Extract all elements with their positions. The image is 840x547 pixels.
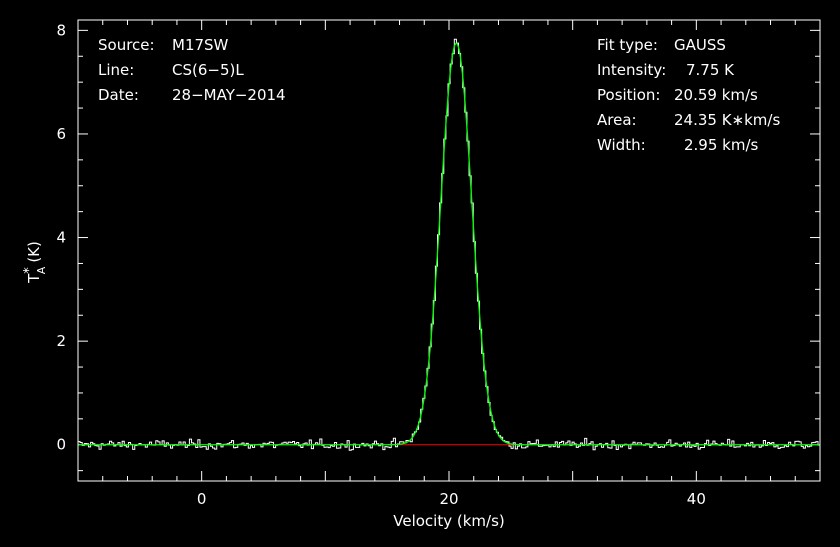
x-tick-label: 0 (197, 490, 207, 508)
y-tick-label: 0 (56, 436, 66, 454)
y-axis-title: T*A (K) (22, 241, 48, 284)
x-tick-label: 40 (687, 490, 706, 508)
info-left-key: Date: (98, 86, 139, 104)
info-right-value: GAUSS (674, 36, 726, 54)
y-tick-label: 8 (56, 21, 66, 39)
info-right-value: 7.75 K (686, 61, 735, 79)
info-right-key: Area: (597, 111, 637, 129)
info-left-key: Source: (98, 36, 155, 54)
info-left-value: 28−MAY−2014 (172, 86, 286, 104)
svg-text:T*A(K): T*A (K) (22, 241, 48, 284)
info-right-value: 24.35 K∗km/s (674, 111, 780, 129)
info-right-key: Position: (597, 86, 660, 104)
y-tick-label: 2 (56, 332, 66, 350)
y-tick-label: 6 (56, 125, 66, 143)
plot-frame (77, 19, 821, 482)
info-right-value: 2.95 km/s (684, 136, 759, 154)
series-group (78, 38, 820, 451)
info-right-value: 20.59 km/s (674, 86, 758, 104)
info-left-value: M17SW (172, 36, 229, 54)
info-right: Fit type: GAUSS Intensity: 7.75 K Positi… (597, 36, 780, 154)
x-tick-label: 20 (439, 490, 458, 508)
info-right-key: Intensity: (597, 61, 666, 79)
info-left: Source: M17SW Line: CS(6−5)L Date: 28−MA… (98, 36, 286, 104)
y-axis-title-sup: * (22, 267, 37, 274)
info-left-value: CS(6−5)L (172, 61, 244, 79)
y-axis-title-unit: (K) (25, 241, 43, 263)
info-right-key: Width: (597, 136, 646, 154)
y-tick-label: 4 (56, 229, 66, 247)
y-axis-title-main: T (25, 273, 43, 284)
y-axis-title-sub: A (35, 266, 48, 274)
x-axis-title: Velocity (km/s) (393, 512, 504, 530)
axis-tick-labels: 0 20 40 0 2 4 6 8 (56, 21, 705, 508)
info-left-key: Line: (98, 61, 134, 79)
info-right-key: Fit type: (597, 36, 658, 54)
gauss-fit-series (78, 42, 820, 446)
